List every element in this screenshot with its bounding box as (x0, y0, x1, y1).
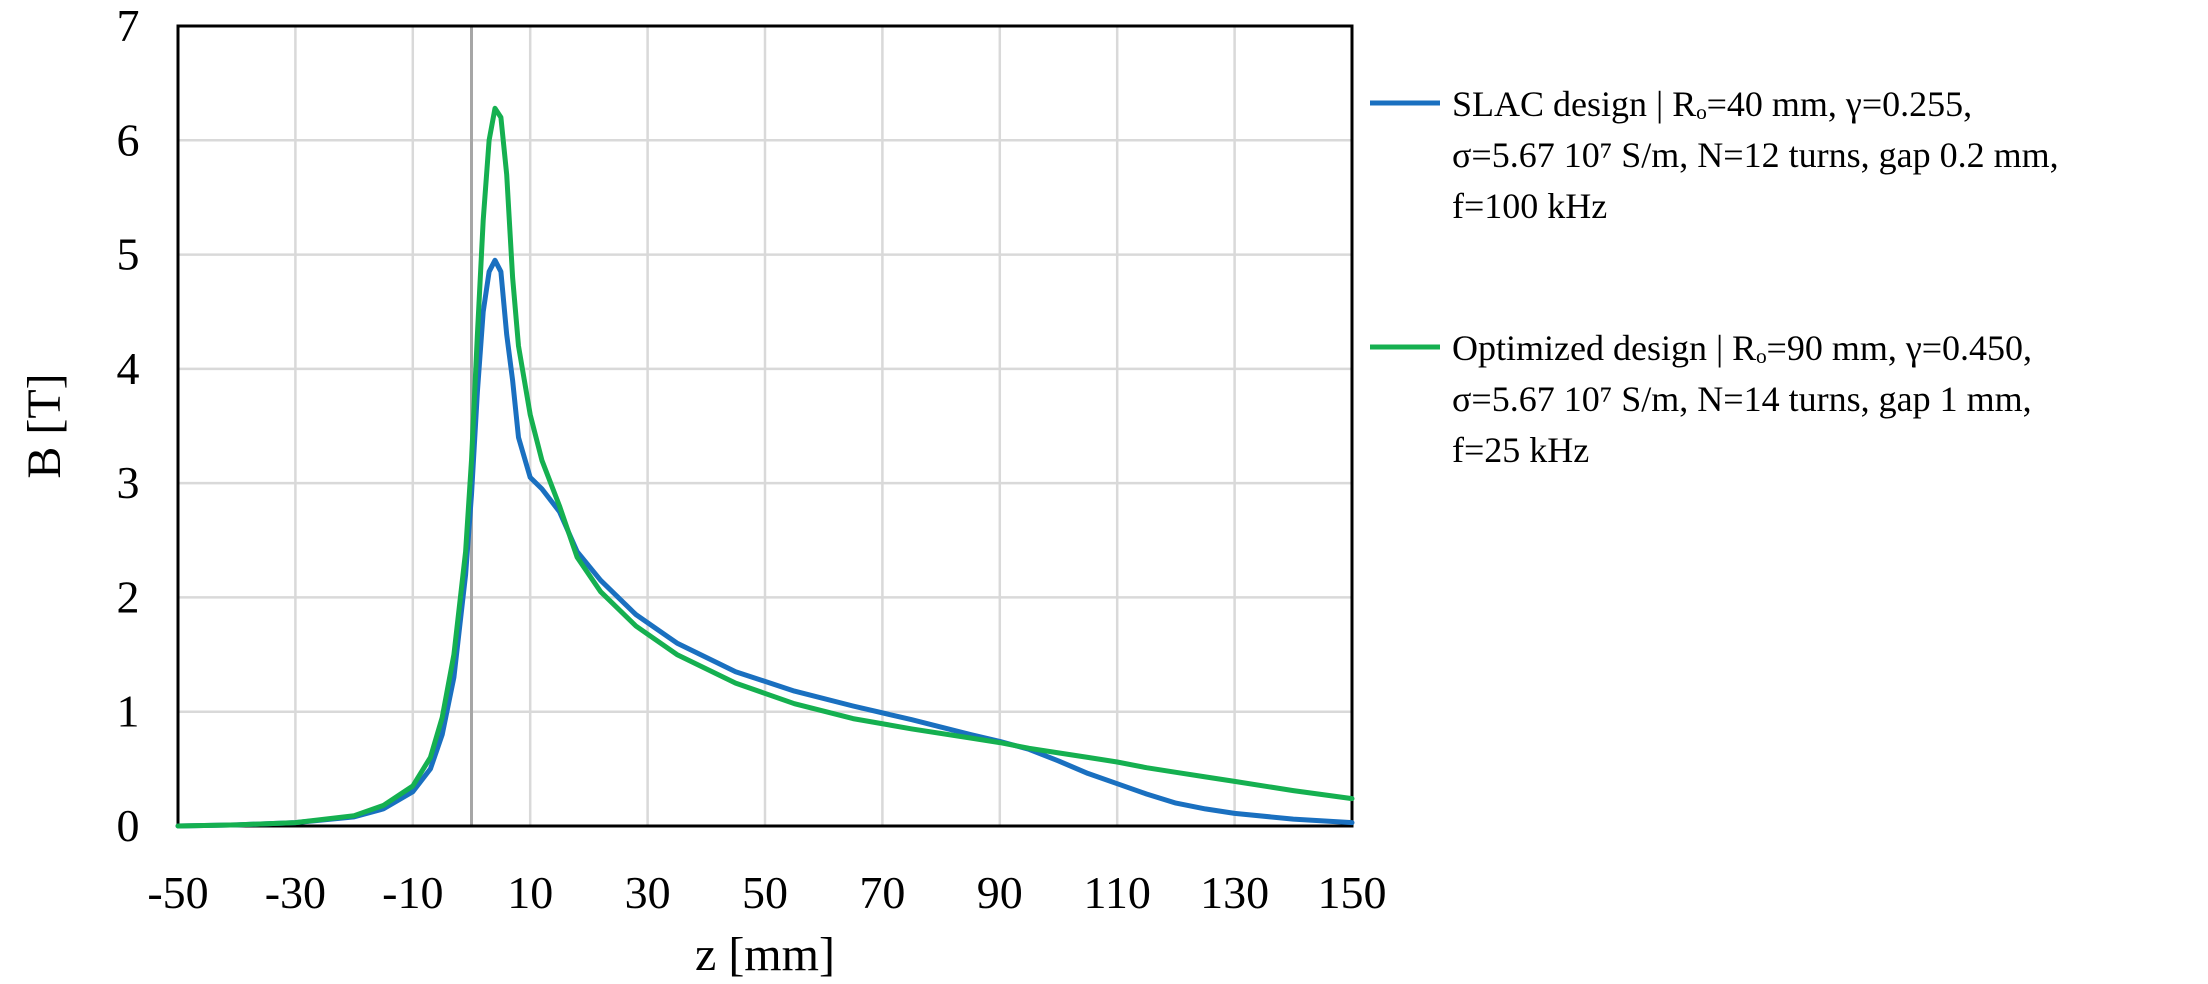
legend-label-2: f=25 kHz (1452, 430, 1589, 470)
legend-label-2: Optimized design | Rₒ=90 mm, γ=0.450, (1452, 328, 2032, 368)
legend-label-2: σ=5.67 10⁷ S/m, N=14 turns, gap 1 mm, (1452, 379, 2032, 419)
legend-label-1: f=100 kHz (1452, 186, 1607, 226)
y-tick-label: 7 (117, 0, 140, 51)
y-tick-label: 2 (117, 571, 140, 622)
y-tick-label: 5 (117, 229, 140, 280)
y-axis-title: B [T] (18, 373, 71, 478)
legend-label-1: σ=5.67 10⁷ S/m, N=12 turns, gap 0.2 mm, (1452, 135, 2059, 175)
plot-area-frame (176, 24, 1354, 828)
x-tick-label: 150 (1318, 867, 1387, 918)
series-line-2 (175, 105, 1355, 829)
x-axis-ticks: -50 -30 -10 10 30 50 70 90 110 130 150 (147, 867, 1386, 918)
x-tick-label: -10 (382, 867, 443, 918)
grid-lines (176, 24, 1354, 828)
x-tick-label: 30 (625, 867, 671, 918)
y-tick-label: 6 (117, 114, 140, 165)
x-axis-title: z [mm] (695, 928, 835, 981)
x-tick-label: 90 (977, 867, 1023, 918)
x-tick-label: -50 (147, 867, 208, 918)
x-tick-label: 10 (507, 867, 553, 918)
x-tick-label: 50 (742, 867, 788, 918)
y-axis-ticks: 0 1 2 3 4 5 6 7 (117, 0, 140, 851)
x-tick-label: -30 (265, 867, 326, 918)
series-line-1 (175, 257, 1355, 829)
y-tick-label: 0 (117, 800, 140, 851)
legend: SLAC design | Rₒ=40 mm, γ=0.255, σ=5.67 1… (1370, 84, 2059, 470)
x-tick-label: 70 (859, 867, 905, 918)
series-lines (175, 105, 1355, 829)
y-tick-label: 3 (117, 457, 140, 508)
y-tick-label: 1 (117, 686, 140, 737)
legend-label-1: SLAC design | Rₒ=40 mm, γ=0.255, (1452, 84, 1972, 124)
y-tick-label: 4 (117, 343, 140, 394)
x-tick-label: 130 (1200, 867, 1269, 918)
x-tick-label: 110 (1084, 867, 1151, 918)
